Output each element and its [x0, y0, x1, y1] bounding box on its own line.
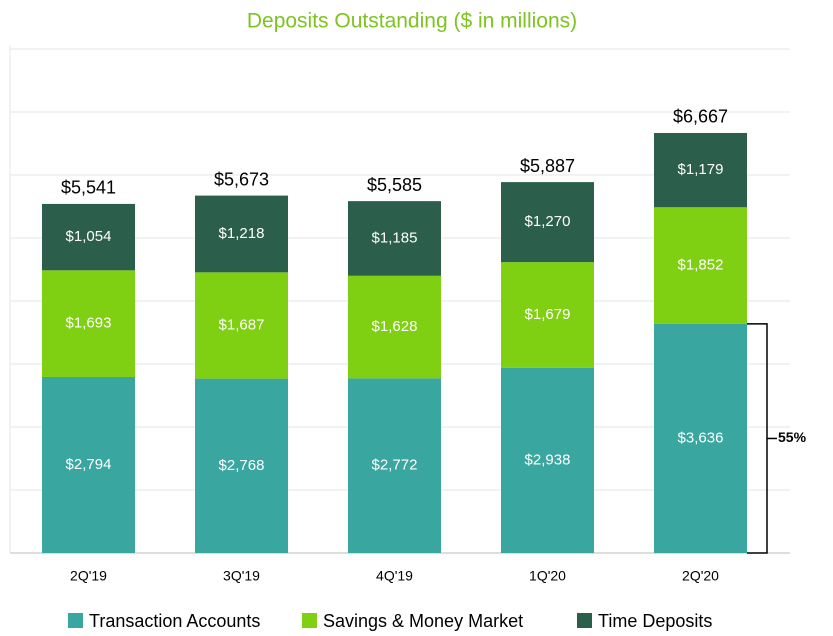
- bar-segment: [348, 201, 441, 276]
- bar-segment: [654, 207, 747, 324]
- bar-segment: [348, 275, 441, 379]
- value-label: $1,679: [525, 306, 571, 323]
- x-tick-label: 2Q'20: [682, 568, 719, 584]
- bar-segment: [42, 270, 135, 377]
- value-label: $1,185: [372, 229, 418, 246]
- bar-segment: [501, 367, 594, 553]
- legend-label: Transaction Accounts: [89, 611, 260, 631]
- value-label: $2,794: [66, 456, 112, 473]
- bracket: [747, 323, 768, 554]
- total-label: $5,541: [61, 178, 116, 198]
- total-label: $6,667: [673, 107, 728, 127]
- bar-segment: [42, 203, 135, 271]
- x-tick-label: 2Q'19: [70, 568, 107, 584]
- chart-title: Deposits Outstanding ($ in millions): [247, 10, 577, 33]
- total-label: $5,887: [520, 156, 575, 176]
- value-label: $1,270: [525, 213, 571, 230]
- value-label: $1,852: [678, 257, 724, 274]
- legend-label: Time Deposits: [598, 611, 712, 631]
- value-label: $1,218: [219, 225, 265, 242]
- x-tick-label: 3Q'19: [223, 568, 260, 584]
- bar-segment: [654, 323, 747, 553]
- x-tick-label: 1Q'20: [529, 568, 566, 584]
- bar-segment: [501, 182, 594, 263]
- value-label: $1,693: [66, 315, 112, 332]
- legend-swatch: [302, 613, 317, 628]
- legend-swatch: [577, 613, 592, 628]
- value-label: $1,054: [66, 228, 112, 245]
- total-label: $5,585: [367, 175, 422, 195]
- total-label: $5,673: [214, 169, 269, 189]
- bar-segment: [195, 378, 288, 553]
- value-label: $2,768: [219, 457, 265, 474]
- legend-swatch: [68, 613, 83, 628]
- value-label: $1,179: [678, 161, 724, 178]
- bar-segment: [348, 378, 441, 553]
- bar-segment: [654, 132, 747, 208]
- x-tick-label: 4Q'19: [376, 568, 413, 584]
- value-label: $1,687: [219, 316, 265, 333]
- value-label: $2,772: [372, 457, 418, 474]
- bar-segment: [195, 272, 288, 379]
- bar-segment: [195, 195, 288, 273]
- annotation: 55%: [778, 429, 807, 445]
- legend-label: Savings & Money Market: [323, 611, 523, 631]
- bar-segment: [42, 376, 135, 553]
- value-label: $1,628: [372, 318, 418, 335]
- value-label: $3,636: [678, 429, 724, 446]
- bar-segment: [501, 262, 594, 368]
- value-label: $2,938: [525, 451, 571, 468]
